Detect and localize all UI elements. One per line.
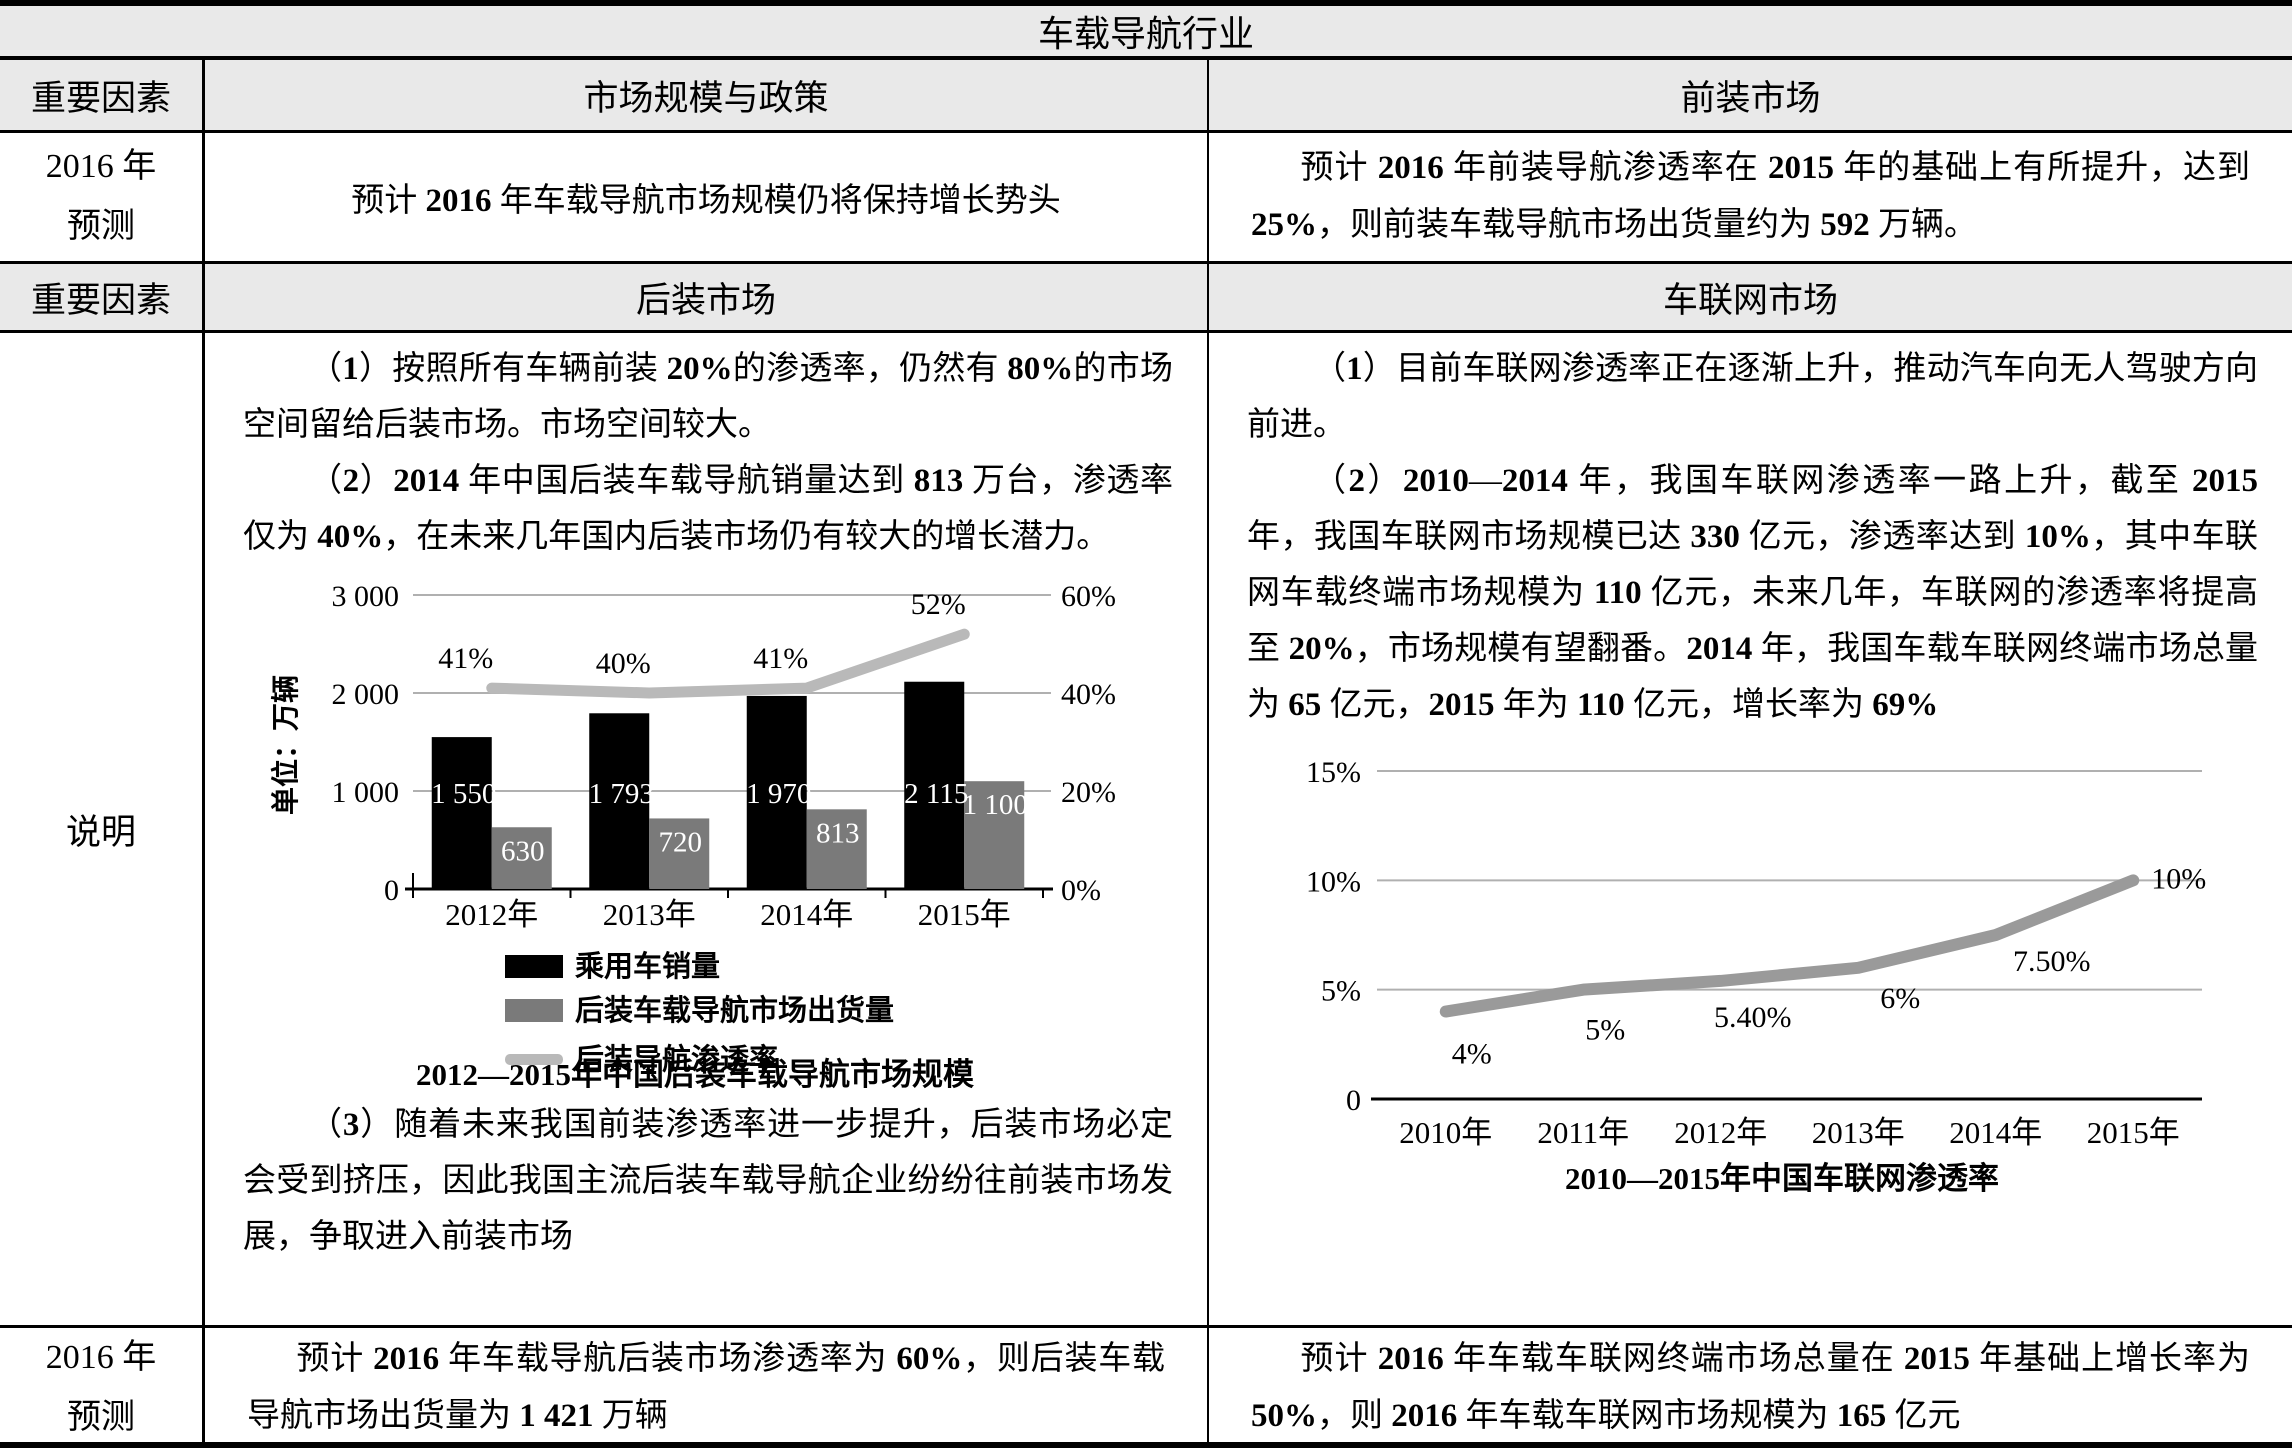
svg-text:720: 720 xyxy=(659,826,703,858)
svg-text:7.50%: 7.50% xyxy=(2013,945,2091,978)
svg-text:41%: 41% xyxy=(438,642,493,675)
rear-paragraph-3: （3）随着未来我国前装渗透率进一步提升，后装市场必定会受到挤压，因此我国主流后装… xyxy=(243,1107,1174,1255)
forecast-label-2: 2016 年 预测 xyxy=(0,1328,205,1448)
factor-label-2: 重要因素 xyxy=(0,264,205,330)
factor-label-1: 重要因素 xyxy=(0,60,205,130)
svg-text:0: 0 xyxy=(384,874,399,907)
svg-text:乘用车销量: 乘用车销量 xyxy=(575,949,720,983)
svg-text:1 970: 1 970 xyxy=(746,778,811,810)
telematics-penetration-line xyxy=(1439,874,2140,1018)
header-front-market: 前装市场 xyxy=(1680,78,1821,118)
svg-text:后装车载导航市场出货量: 后装车载导航市场出货量 xyxy=(575,993,894,1027)
table-title: 车载导航行业 xyxy=(1037,14,1254,54)
svg-text:630: 630 xyxy=(501,835,545,867)
forecast-rear-text: 预计 2016 年车载导航后装市场渗透率为 60%，则后装车载导航市场出货量为 … xyxy=(205,1328,1209,1448)
telematics-chart: 0 5% 10% 15% 4% 5% 5.40% 6% 7.50% 10% 2010年 2011年 20… xyxy=(1247,749,2258,1204)
svg-text:2010年: 2010年 xyxy=(1399,1115,1492,1150)
svg-text:2014年: 2014年 xyxy=(760,897,853,932)
svg-text:813: 813 xyxy=(816,817,860,849)
svg-text:1 000: 1 000 xyxy=(332,776,400,809)
svg-text:2012年: 2012年 xyxy=(1674,1115,1767,1150)
svg-text:5%: 5% xyxy=(1321,975,1361,1008)
svg-text:2012—2015年中国后装车载导航市场规模: 2012—2015年中国后装车载导航市场规模 xyxy=(416,1057,974,1092)
rear-market-chart: 1 550 630 2012年 1 793 720 2013年 1 970 813 2014年 2… xyxy=(243,567,1173,1097)
svg-text:2013年: 2013年 xyxy=(1812,1115,1905,1150)
forecast-label-1: 2016 年 预测 xyxy=(0,133,205,261)
svg-text:52%: 52% xyxy=(911,588,966,621)
description-label: 说明 xyxy=(0,333,205,1325)
svg-text:4%: 4% xyxy=(1452,1038,1492,1071)
table-title-row: 车载导航行业 xyxy=(0,6,2292,60)
svg-text:1 550: 1 550 xyxy=(431,778,496,810)
svg-text:1 100: 1 100 xyxy=(963,789,1028,821)
header-telematics-market: 车联网市场 xyxy=(1662,280,1838,320)
telematics-chart-svg: 0 5% 10% 15% 4% 5% 5.40% 6% 7.50% 10% 2010年 2011年 20… xyxy=(1306,756,2206,1196)
svg-text:后装导航渗透率: 后装导航渗透率 xyxy=(575,1042,778,1076)
description-row: 说明 （1）按照所有车辆前装 20%的渗透率，仍然有 80%的市场空间留给后装市… xyxy=(0,333,2292,1328)
svg-text:2015年: 2015年 xyxy=(2087,1115,2180,1150)
svg-text:6%: 6% xyxy=(1880,982,1920,1015)
svg-text:10%: 10% xyxy=(2151,862,2206,895)
rear-paragraph-1: （1）按照所有车辆前装 20%的渗透率，仍然有 80%的市场空间留给后装市场。市… xyxy=(243,351,1174,443)
telematics-paragraph-1: （1）目前车联网渗透率正在逐渐上升，推动汽车向无人驾驶方向前进。 xyxy=(1247,351,2259,443)
svg-text:5%: 5% xyxy=(1585,1014,1625,1047)
svg-text:10%: 10% xyxy=(1306,865,1361,898)
svg-text:40%: 40% xyxy=(1061,678,1116,711)
svg-text:1 793: 1 793 xyxy=(589,778,654,810)
svg-text:2012年: 2012年 xyxy=(445,897,538,932)
svg-text:15%: 15% xyxy=(1306,756,1361,789)
svg-text:0: 0 xyxy=(1346,1084,1361,1117)
telematics-paragraph-2: （2）2010—2014 年，我国车联网渗透率一路上升，截至 2015 年，我国… xyxy=(1247,463,2259,723)
factor-header-row-1: 重要因素 市场规模与政策 前装市场 xyxy=(0,60,2292,133)
svg-text:5.40%: 5.40% xyxy=(1714,1001,1792,1034)
rear-market-cell: （1）按照所有车辆前装 20%的渗透率，仍然有 80%的市场空间留给后装市场。市… xyxy=(205,333,1209,1325)
svg-text:2014年: 2014年 xyxy=(1949,1115,2042,1150)
svg-text:2 000: 2 000 xyxy=(332,678,400,711)
rear-paragraph-2: （2）2014 年中国后装车载导航销量达到 813 万台，渗透率仅为 40%，在… xyxy=(243,463,1173,555)
forecast-tele-text: 预计 2016 年车载车联网终端市场总量在 2015 年基础上增长率为 50%，… xyxy=(1251,1341,2251,1434)
header-market-policy: 市场规模与政策 xyxy=(205,60,1209,130)
forecast-row-2: 2016 年 预测 预计 2016 年车载导航后装市场渗透率为 60%，则后装车… xyxy=(0,1328,2292,1448)
factor-header-row-2: 重要因素 后装市场 车联网市场 xyxy=(0,264,2292,333)
forecast-front-text: 预计 2016 年前装导航渗透率在 2015 年的基础上有所提升，达到 25%，… xyxy=(1251,150,2251,243)
forecast-market-text: 预计 2016 年车载导航市场规模仍将保持增长势头 xyxy=(205,133,1209,261)
svg-text:2015年: 2015年 xyxy=(918,897,1011,932)
header-rear-market: 后装市场 xyxy=(205,264,1209,330)
svg-text:2010—2015年中国车联网渗透率: 2010—2015年中国车联网渗透率 xyxy=(1565,1161,1999,1196)
svg-text:40%: 40% xyxy=(596,647,651,680)
svg-text:3 000: 3 000 xyxy=(332,580,400,613)
svg-text:2011年: 2011年 xyxy=(1537,1115,1629,1150)
svg-text:单位：万辆: 单位：万辆 xyxy=(269,675,302,815)
svg-text:2 115: 2 115 xyxy=(904,778,968,810)
svg-text:0%: 0% xyxy=(1061,874,1101,907)
svg-text:41%: 41% xyxy=(753,642,808,675)
forecast-row-1: 2016 年 预测 预计 2016 年车载导航市场规模仍将保持增长势头 预计 2… xyxy=(0,133,2292,264)
svg-text:60%: 60% xyxy=(1061,580,1116,613)
svg-text:20%: 20% xyxy=(1061,776,1116,809)
telematics-cell: （1）目前车联网渗透率正在逐渐上升，推动汽车向无人驾驶方向前进。 （2）2010… xyxy=(1209,333,2292,1325)
penetration-line xyxy=(486,628,970,699)
svg-text:2013年: 2013年 xyxy=(603,897,696,932)
